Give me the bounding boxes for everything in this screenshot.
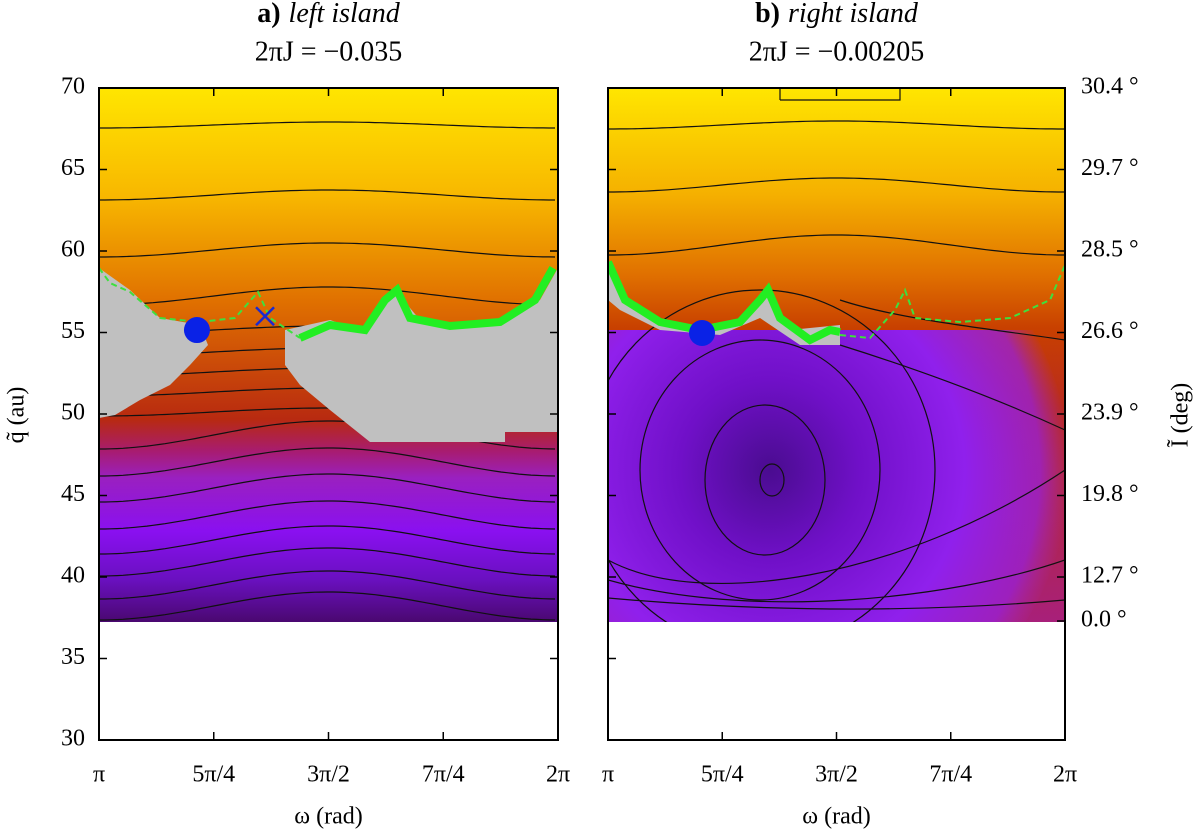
point-marker: [689, 319, 716, 346]
contour: [99, 286, 556, 306]
panel-title-text: left island: [289, 0, 401, 29]
y2-tick-label: 12.7 °: [1081, 563, 1139, 589]
contour: [608, 177, 1064, 193]
y-tick-label: 70: [61, 74, 85, 100]
y-tick-label: 65: [61, 155, 85, 181]
y2-axis-label: Ĩ (deg): [1168, 383, 1194, 448]
heatmap-a: [99, 88, 558, 622]
contour: [608, 559, 1065, 603]
y2-tick-label: 23.9 °: [1081, 400, 1139, 426]
x-axis-label: ω (rad): [802, 804, 870, 830]
panel-subtitle: 2πJ = −0.00205: [749, 36, 925, 67]
y2-tick-label: 19.8 °: [1081, 481, 1139, 507]
contour: [99, 189, 555, 201]
contour: [99, 591, 556, 621]
y2-tick-label: 29.7 °: [1081, 155, 1139, 181]
heatmap-b: [608, 88, 1065, 622]
y-tick-label: 50: [61, 400, 85, 426]
panel-subtitle: 2πJ = −0.035: [255, 36, 403, 67]
y-tick-label: 40: [61, 563, 85, 589]
contour: [99, 242, 556, 258]
x-tick-label: π: [602, 762, 614, 788]
panel-title-text: right island: [788, 0, 919, 29]
contour: [639, 339, 881, 601]
y2-tick-label: 26.6 °: [1081, 318, 1139, 344]
x-tick-label: 5π/4: [701, 762, 744, 788]
contour: [99, 121, 555, 129]
y-tick-label: 35: [61, 644, 85, 670]
x-tick-label: 2π: [546, 762, 570, 788]
x-tick-label: 7π/4: [929, 762, 972, 788]
x-tick-label: 3π/2: [307, 762, 350, 788]
contour: [839, 344, 1065, 431]
y-tick-label: 60: [61, 237, 85, 263]
panel-label: a): [257, 0, 280, 29]
x-axis-label: ω (rad): [294, 804, 362, 830]
contour: [608, 234, 1064, 256]
contour: [99, 447, 556, 477]
y2-tick-label: 30.4 °: [1081, 74, 1139, 100]
panel-label: b): [755, 0, 780, 29]
x-tick-label: 7π/4: [422, 762, 465, 788]
contour: [759, 463, 785, 497]
point-marker: [255, 306, 275, 327]
contour: [608, 120, 1064, 130]
y2-tick-label: 28.5 °: [1081, 237, 1139, 263]
contour: [839, 299, 1065, 341]
panel-title: a) left island: [257, 0, 401, 29]
contour: [779, 88, 901, 101]
contour: [608, 469, 1065, 585]
contour: [99, 570, 556, 600]
x-tick-label: 5π/4: [192, 762, 235, 788]
point-marker: [183, 317, 210, 344]
contour: [704, 404, 826, 556]
y-axis-label: q̃ (au): [4, 387, 30, 444]
contour: [99, 525, 556, 555]
y-tick-label: 30: [61, 726, 85, 752]
contour: [99, 547, 556, 577]
contour: [99, 500, 556, 530]
x-tick-label: 3π/2: [815, 762, 858, 788]
x-tick-label: π: [93, 762, 105, 788]
panel-title: b) right island: [755, 0, 919, 29]
y-tick-label: 45: [61, 481, 85, 507]
x-tick-label: 2π: [1053, 762, 1077, 788]
contour: [608, 289, 936, 622]
contour: [99, 473, 556, 503]
y2-tick-label: 0.0 °: [1081, 607, 1127, 633]
y-tick-label: 55: [61, 318, 85, 344]
contour: [608, 597, 1065, 610]
